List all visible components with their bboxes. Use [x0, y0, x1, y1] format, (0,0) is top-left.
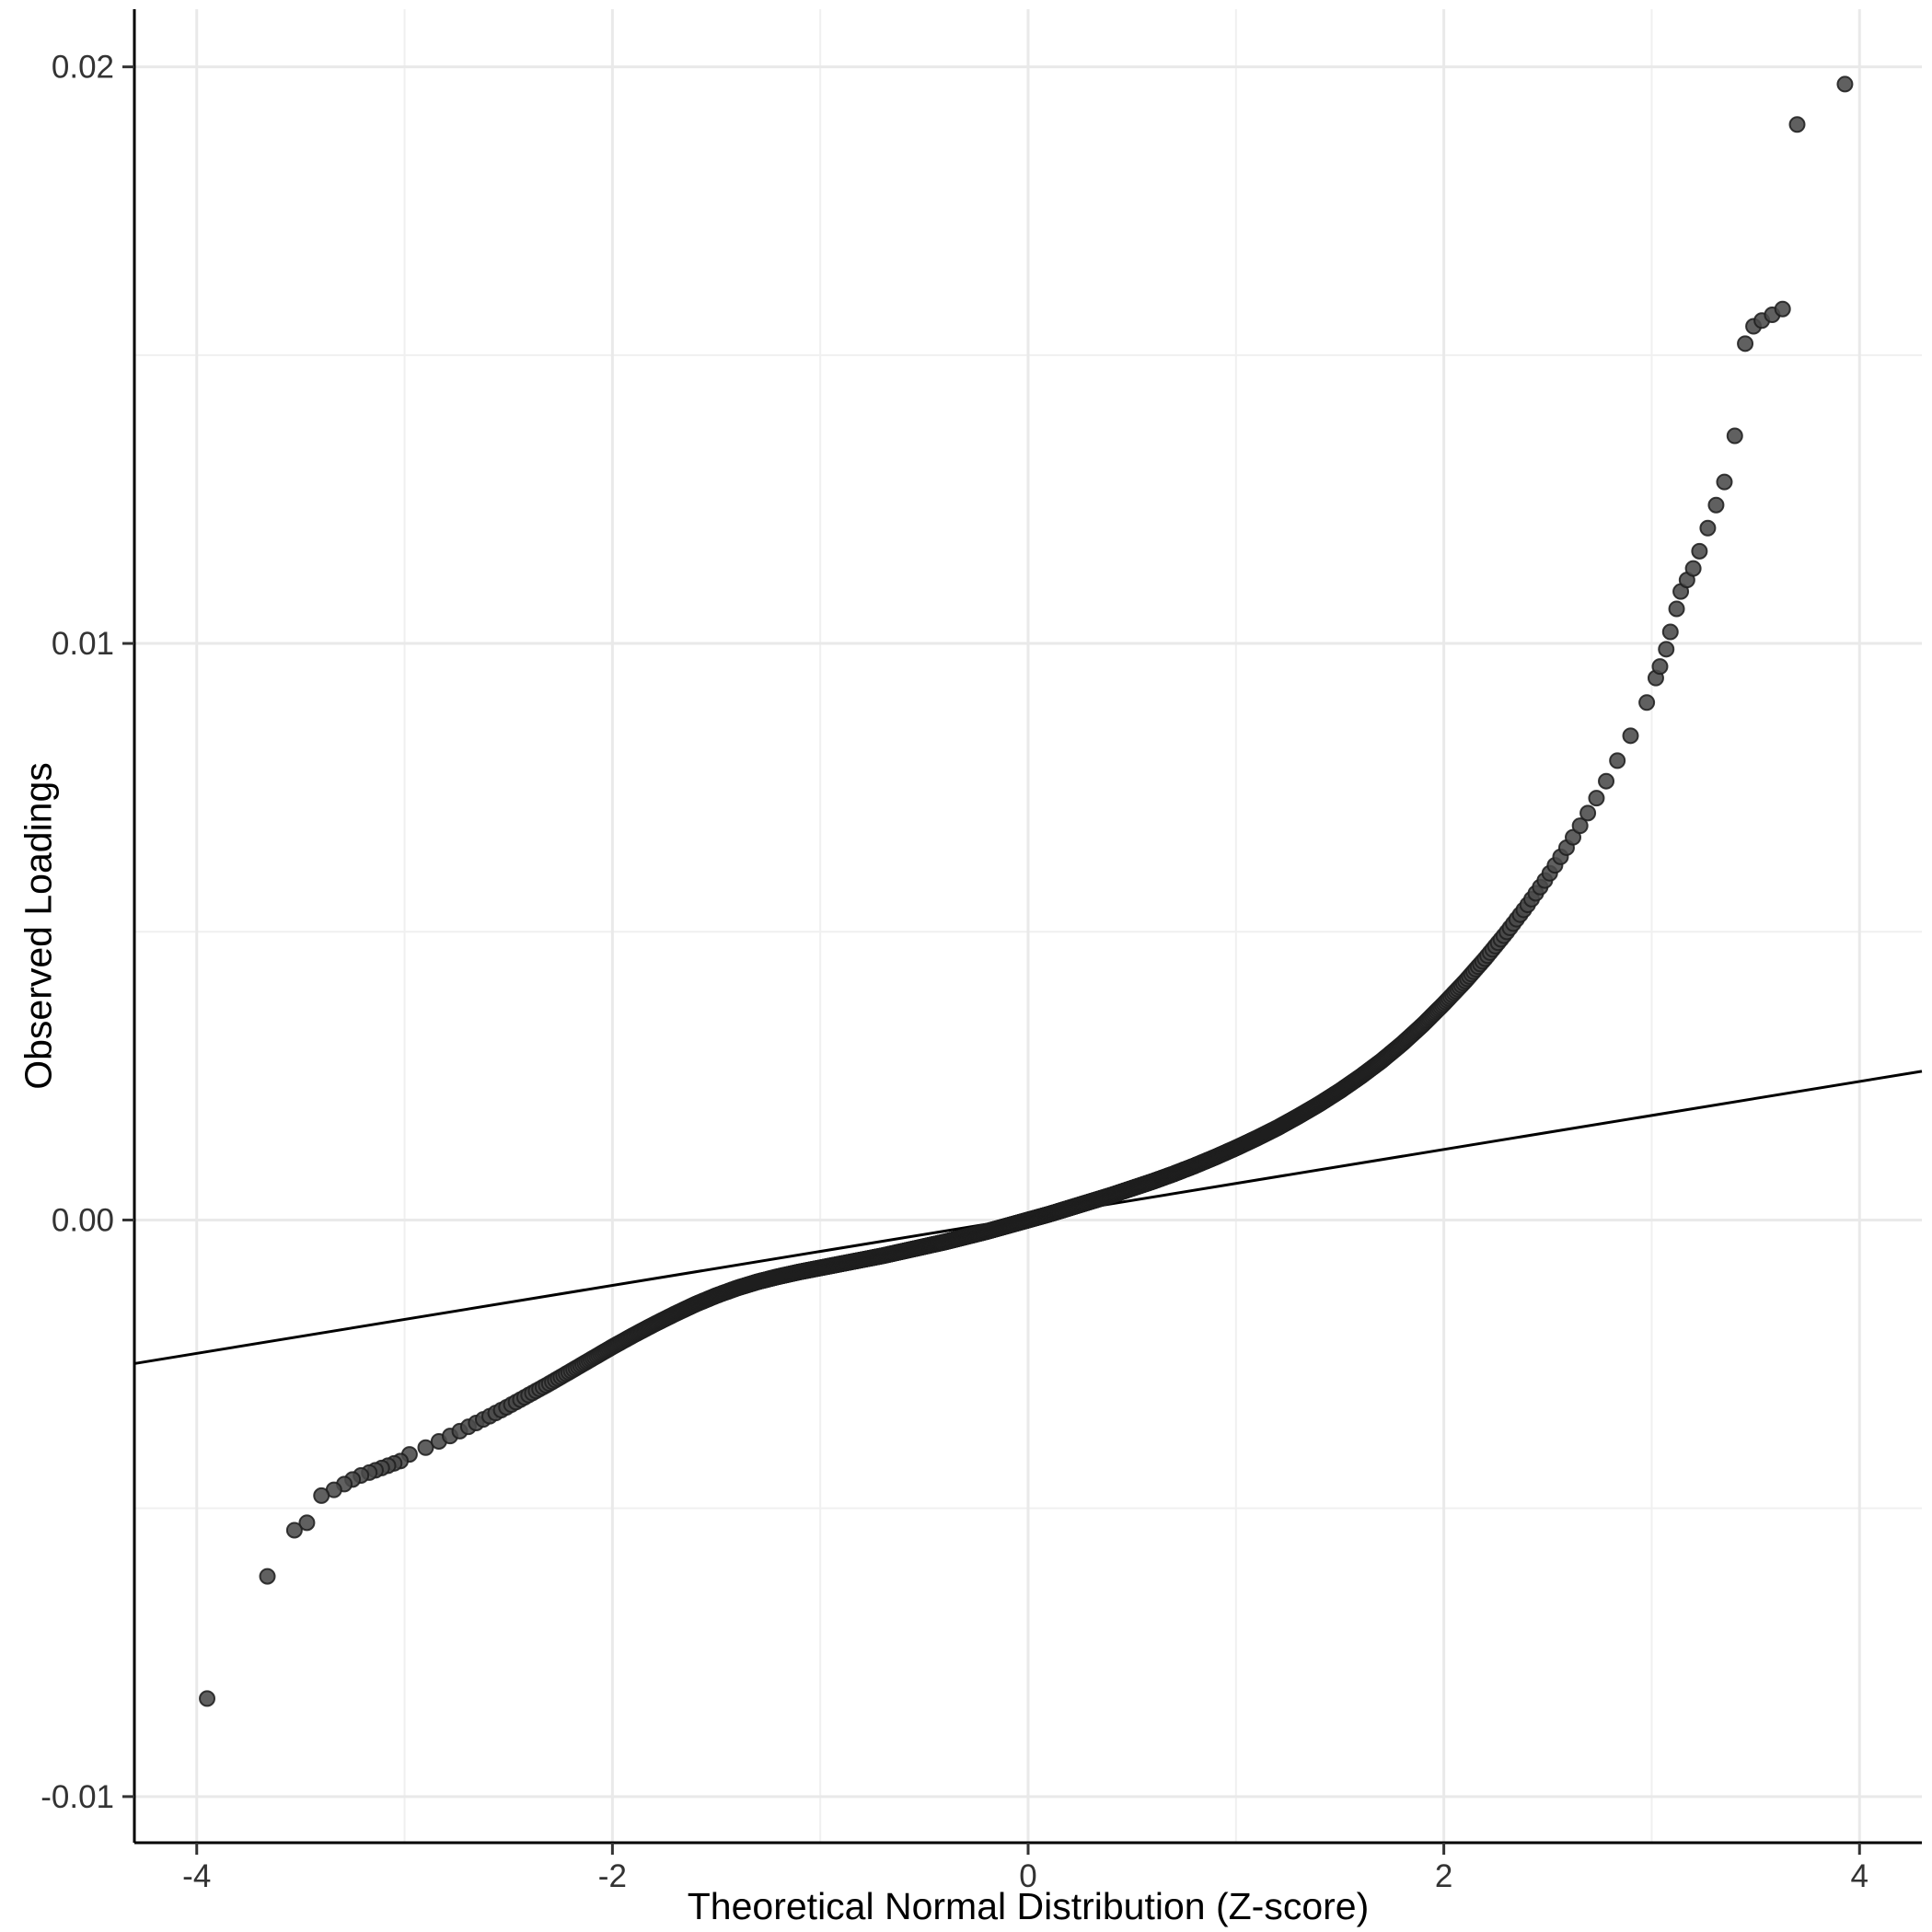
x-axis-title: Theoretical Normal Distribution (Z-score…: [687, 1885, 1370, 1927]
data-point: [1622, 727, 1639, 745]
data-point: [199, 1690, 216, 1707]
data-point: [1726, 427, 1743, 445]
y-axis-title: Observed Loadings: [17, 762, 60, 1090]
data-point: [259, 1568, 276, 1585]
x-tick-label: -4: [182, 1858, 211, 1894]
data-point: [1598, 772, 1615, 790]
data-point: [285, 1521, 303, 1539]
data-point: [1684, 560, 1702, 577]
x-tick-label: -2: [598, 1858, 627, 1894]
y-tick-label: 0.01: [52, 626, 114, 662]
y-tick-label: 0.02: [52, 50, 114, 86]
data-point: [1707, 496, 1725, 514]
data-point: [1579, 804, 1597, 822]
data-point: [1788, 116, 1806, 133]
data-point: [1699, 519, 1717, 537]
data-point: [1588, 790, 1605, 807]
data-point: [1658, 641, 1675, 658]
x-tick-label: 4: [1851, 1858, 1868, 1894]
data-point: [1836, 75, 1854, 93]
data-point: [1716, 473, 1733, 491]
y-tick-label: -0.01: [40, 1779, 114, 1815]
data-point: [1609, 752, 1626, 769]
data-point: [1737, 335, 1754, 353]
data-point: [1661, 623, 1679, 641]
data-point: [1668, 600, 1685, 618]
data-point: [313, 1487, 330, 1504]
y-tick-label: 0.00: [52, 1202, 114, 1238]
data-point: [1651, 658, 1669, 676]
x-tick-label: 2: [1435, 1858, 1452, 1894]
data-point: [298, 1514, 316, 1532]
data-point: [417, 1439, 434, 1456]
data-point: [1774, 300, 1791, 318]
data-point: [1571, 817, 1589, 835]
data-point: [1638, 694, 1656, 711]
data-point: [1691, 542, 1708, 560]
x-tick-label: 0: [1019, 1858, 1036, 1894]
